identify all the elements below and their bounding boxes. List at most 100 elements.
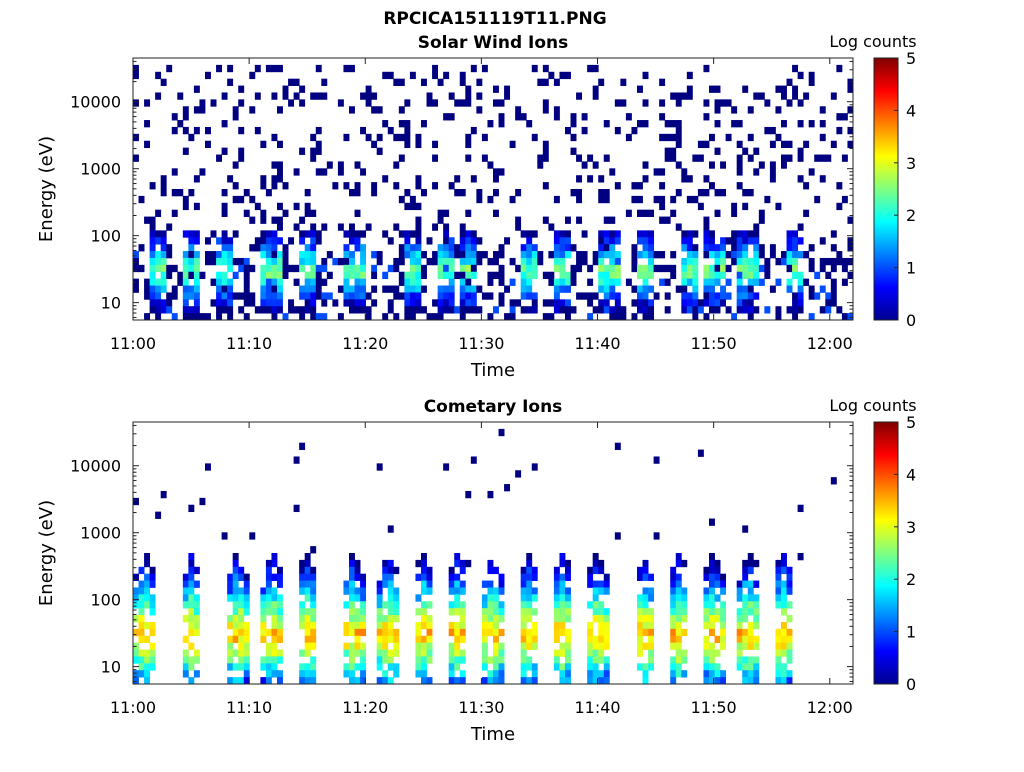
heatmap-cell [714,209,721,217]
heatmap-cell [631,182,638,190]
heatmap-cell [210,299,217,307]
heatmap-cell [232,257,239,266]
heatmap-cell [598,264,605,273]
heatmap-cell [526,120,533,128]
heatmap-cell [775,656,782,664]
heatmap-cell [160,257,167,266]
heatmap-cell [133,251,139,259]
heatmap-cell [454,553,461,561]
heatmap-cell [565,251,571,259]
heatmap-cell [448,244,455,252]
heatmap-cell [415,182,422,190]
heatmap-cell [133,497,139,506]
heatmap-cell [642,615,649,623]
heatmap-cell [426,92,433,100]
heatmap-cell [758,244,765,252]
heatmap-cell [598,656,605,664]
heatmap-cell [670,92,677,100]
heatmap-cell [393,594,400,602]
heatmap-cell [753,168,760,176]
heatmap-cell [553,587,560,595]
heatmap-cell [531,271,538,280]
heatmap-cell [675,133,682,142]
heatmap-cell [509,299,516,307]
heatmap-cell [354,299,361,307]
y-tick-label: 100 [90,591,121,610]
heatmap-cell [786,566,793,575]
heatmap-cell [277,306,283,314]
heatmap-cell [227,587,234,595]
heatmap-cell [343,601,350,609]
heatmap-cell [493,608,499,616]
heatmap-cell [432,299,439,307]
heatmap-cell [714,608,721,616]
heatmap-cell [603,120,610,128]
heatmap-cell [703,608,710,616]
heatmap-cell [681,559,688,568]
heatmap-cell [149,244,156,252]
heatmap-cell [742,566,749,575]
heatmap-cell [553,306,560,314]
heatmap-cell [781,642,787,650]
heatmap-cell [609,257,616,266]
heatmap-cell [404,133,411,142]
heatmap-cell [265,628,272,637]
heatmap-cell [343,64,350,73]
heatmap-cell [786,615,793,623]
heatmap-cell [133,649,139,657]
heatmap-cell [481,656,488,664]
colorbar-tick-label: 0 [906,675,916,694]
heatmap-cell [382,230,389,238]
heatmap-cell [526,285,533,293]
heatmap-cell [598,621,605,630]
heatmap-cell [542,99,549,107]
heatmap-cell [476,285,483,293]
heatmap-cell [243,271,250,280]
heatmap-cell [797,306,804,314]
heatmap-cell [432,99,439,107]
heatmap-cell [753,670,760,678]
heatmap-cell [753,292,760,300]
heatmap-cell [697,299,704,307]
heatmap-cell [487,271,494,280]
heatmap-cell [216,285,223,293]
heatmap-cell [155,237,162,245]
heatmap-cell [709,285,715,293]
heatmap-cell [271,230,278,238]
heatmap-cell [703,251,710,259]
heatmap-cell [277,202,283,211]
heatmap-cell [725,237,732,245]
heatmap-cell [260,635,267,644]
heatmap-cell [553,573,560,581]
heatmap-cell [603,642,610,650]
heatmap-cell [625,113,632,121]
heatmap-cell [598,649,605,657]
heatmap-cell [714,244,721,252]
heatmap-cell [670,677,677,685]
heatmap-cell [819,106,826,114]
heatmap-cell [232,649,239,657]
heatmap-cell [387,525,394,533]
heatmap-cell [736,168,743,176]
heatmap-cell [448,601,455,609]
heatmap-cell [354,237,361,245]
heatmap-cell [631,285,638,293]
heatmap-cell [498,264,505,273]
heatmap-cell [703,99,710,107]
heatmap-cell [487,580,494,588]
heatmap-cell [736,264,743,273]
heatmap-cell [847,257,854,266]
heatmap-cell [188,244,195,252]
heatmap-cell [537,251,544,259]
heatmap-cell [692,244,699,252]
heatmap-cell [182,126,189,135]
heatmap-cell [504,92,511,100]
heatmap-cell [310,154,317,162]
heatmap-cell [349,628,355,637]
heatmap-cell [465,154,472,162]
heatmap-cell [720,677,727,685]
heatmap-cell [720,161,727,169]
heatmap-cell [703,573,710,581]
heatmap-cell [526,594,533,602]
heatmap-cell [587,656,594,664]
